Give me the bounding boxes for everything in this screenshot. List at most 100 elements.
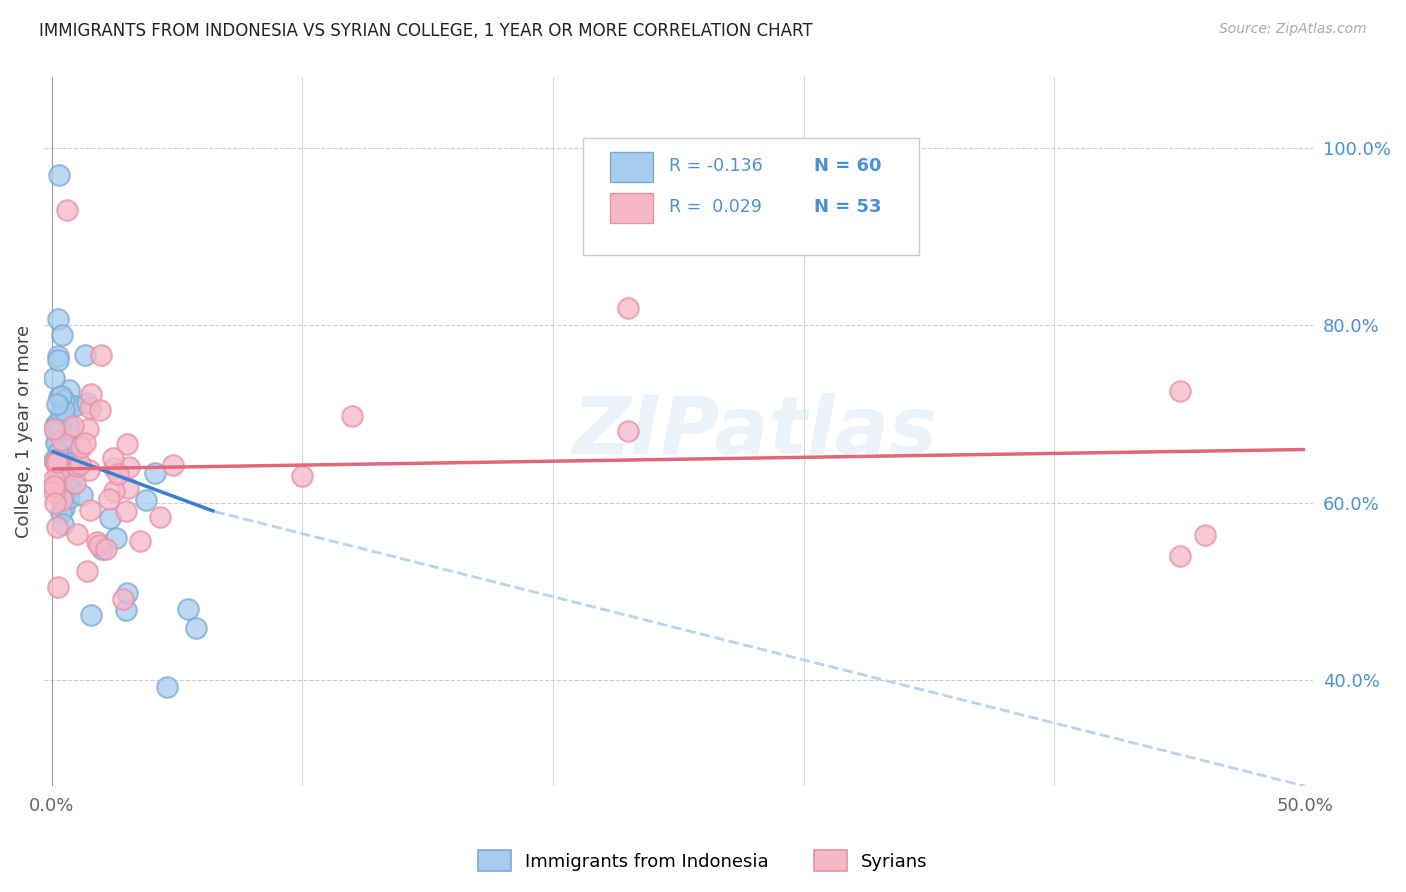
Text: N = 53: N = 53 [814, 198, 882, 216]
Point [45, 397, 67, 411]
Text: IMMIGRANTS FROM INDONESIA VS SYRIAN COLLEGE, 1 YEAR OR MORE CORRELATION CHART: IMMIGRANTS FROM INDONESIA VS SYRIAN COLL… [39, 22, 813, 40]
Point [52, 403, 75, 417]
Point [44, 495, 66, 509]
Point [59, 421, 82, 435]
Point [617, 301, 640, 315]
Point [51, 455, 73, 469]
Point [56, 438, 79, 452]
Point [46, 445, 69, 459]
Point [44, 457, 66, 471]
Point [89, 538, 111, 552]
Point [53, 488, 76, 502]
Point [58, 459, 80, 474]
Point [98, 511, 121, 525]
Point [617, 424, 640, 438]
Point [46, 455, 69, 469]
FancyBboxPatch shape [610, 152, 652, 182]
Point [44, 422, 66, 436]
Point [45, 425, 67, 439]
Point [103, 484, 125, 499]
Point [48, 390, 70, 404]
Point [58, 481, 80, 495]
Point [56, 475, 79, 490]
Point [48, 469, 70, 483]
Point [58, 442, 80, 456]
Text: R = -0.136: R = -0.136 [669, 157, 763, 175]
Point [58, 491, 80, 506]
FancyBboxPatch shape [610, 193, 652, 223]
Point [79, 401, 101, 415]
Point [51, 492, 73, 507]
Point [49, 416, 72, 430]
Point [58, 400, 80, 414]
Point [53, 452, 76, 467]
Point [104, 531, 127, 545]
Point [51, 406, 73, 420]
Point [51, 433, 73, 447]
Point [69, 457, 91, 471]
Point [115, 603, 138, 617]
Point [44, 479, 66, 493]
Point [76, 422, 98, 436]
Point [48, 425, 70, 439]
Point [44, 453, 66, 467]
Point [1168, 384, 1191, 399]
Point [44, 419, 66, 434]
Point [91, 541, 114, 556]
Point [86, 535, 108, 549]
Point [46, 454, 69, 468]
Point [51, 506, 73, 520]
Point [52, 500, 75, 515]
Point [177, 602, 200, 616]
Point [342, 409, 364, 424]
Point [103, 450, 125, 465]
Point [94, 541, 117, 556]
Text: Source: ZipAtlas.com: Source: ZipAtlas.com [1219, 22, 1367, 37]
Point [51, 328, 73, 343]
Point [48, 417, 70, 432]
Point [45, 519, 67, 533]
FancyBboxPatch shape [583, 137, 920, 254]
Point [44, 472, 66, 486]
Point [107, 467, 129, 482]
Point [111, 591, 134, 606]
Point [44, 455, 66, 469]
Point [291, 469, 314, 483]
Point [46, 353, 69, 368]
Point [51, 469, 73, 483]
Point [60, 479, 83, 493]
Point [46, 311, 69, 326]
Point [1194, 528, 1216, 542]
Point [79, 503, 101, 517]
Point [80, 607, 103, 622]
Point [143, 466, 166, 480]
Legend: Immigrants from Indonesia, Syrians: Immigrants from Indonesia, Syrians [471, 843, 935, 879]
Point [73, 348, 96, 362]
Point [45, 417, 67, 431]
Point [44, 484, 66, 499]
Point [52, 392, 75, 407]
Point [46, 453, 69, 467]
Point [76, 396, 98, 410]
Point [46, 434, 69, 448]
Point [73, 435, 96, 450]
Point [72, 488, 94, 502]
Point [129, 534, 152, 549]
Point [58, 383, 80, 397]
Point [162, 458, 184, 472]
Point [58, 456, 80, 470]
Point [149, 509, 172, 524]
Point [117, 481, 139, 495]
Point [76, 565, 98, 579]
Point [52, 516, 75, 531]
Text: N = 60: N = 60 [814, 157, 882, 175]
Point [44, 371, 66, 385]
Point [90, 348, 112, 362]
Point [69, 441, 91, 455]
Point [1168, 549, 1191, 563]
Y-axis label: College, 1 year or more: College, 1 year or more [15, 326, 32, 539]
Point [63, 399, 86, 413]
Point [62, 418, 84, 433]
Point [77, 463, 100, 477]
Point [115, 436, 138, 450]
